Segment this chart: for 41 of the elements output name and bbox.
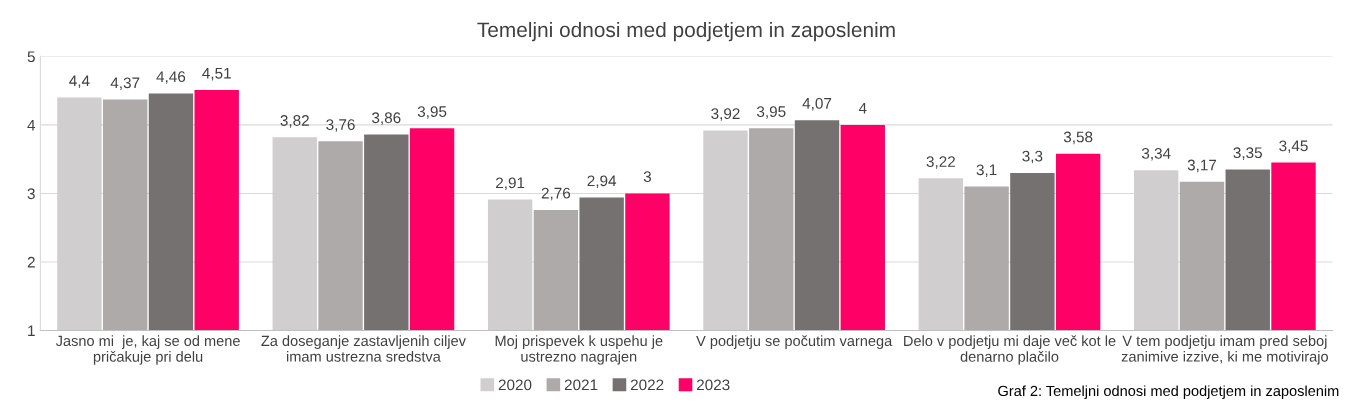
data-label: 3,82 <box>280 115 309 128</box>
data-label: 3,92 <box>711 108 740 121</box>
x-tick-label: V podjetju se počutim varnega <box>696 335 893 349</box>
data-label: 3,95 <box>417 106 447 119</box>
data-label: 3 <box>643 171 651 183</box>
y-tick-label: 4 <box>27 119 36 131</box>
data-label: 3,17 <box>1187 159 1217 173</box>
data-label: 3,3 <box>1022 150 1043 164</box>
data-label: 3,1 <box>976 164 997 178</box>
data-label: 4,37 <box>110 77 140 91</box>
y-tick-label: 5 <box>27 51 35 63</box>
data-label: 4,4 <box>69 75 90 88</box>
data-label: 3,86 <box>372 112 401 125</box>
legend-label: 2023 <box>696 379 730 391</box>
data-label: 4 <box>858 102 867 114</box>
x-tick-label: V tem podjetju imam pred seboj zanimive izzive, ki me motivirajo <box>1121 335 1328 365</box>
y-tick-label: 2 <box>27 256 35 268</box>
data-label: 4,46 <box>156 71 186 84</box>
x-tick-label: Moj prispevek k uspehu je ustrezno nagrajen <box>495 335 663 365</box>
data-label: 3,76 <box>326 119 355 132</box>
data-label: 3,35 <box>1233 147 1262 160</box>
data-label: 2,94 <box>587 175 617 188</box>
chart-title: Temeljni odnosi med podjetjem in zaposlenim <box>477 21 895 42</box>
legend-label: 2020 <box>498 379 532 391</box>
data-label: 4,51 <box>202 67 231 81</box>
data-label: 3,22 <box>926 156 955 169</box>
data-label: 3,45 <box>1279 140 1308 154</box>
legend-label: 2021 <box>564 379 598 391</box>
data-label: 2,76 <box>541 187 571 201</box>
x-tick-label: Delo v podjetju mi daje več kot le denarno plačilo <box>904 335 1116 365</box>
data-label: 4,07 <box>802 97 832 111</box>
legend-label: 2022 <box>630 379 664 391</box>
text: Graf 2: Temeljni odnosi med podjetjem in zaposlenim <box>998 385 1339 399</box>
data-label: 3,95 <box>756 106 786 119</box>
x-tick-label: Za doseganje zastavljenih ciljev imam ustrezna sredstva <box>261 335 466 362</box>
y-tick-label: 1 <box>28 325 35 336</box>
y-tick-label: 3 <box>27 188 35 200</box>
x-tick-label: Jasno mi je, kaj se od mene pričakuje pri delu <box>55 335 240 365</box>
data-label: 3,34 <box>1141 147 1171 161</box>
data-label: 2,91 <box>496 177 525 191</box>
data-label: 3,58 <box>1063 131 1093 145</box>
